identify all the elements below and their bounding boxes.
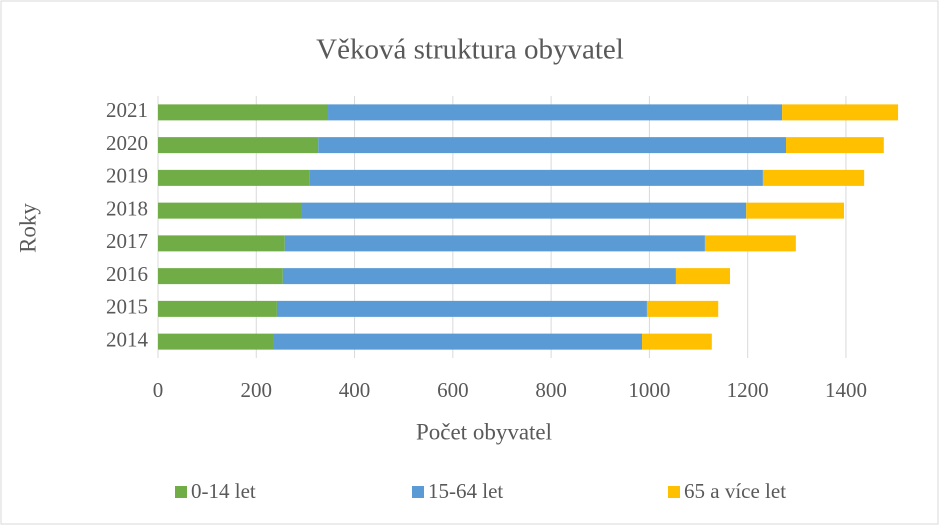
y-tick-label: 2018 xyxy=(106,196,148,220)
x-tick-label: 1200 xyxy=(727,378,769,402)
x-tick-label: 1000 xyxy=(628,378,670,402)
bar-segment xyxy=(646,300,719,317)
x-tick-label: 800 xyxy=(535,378,567,402)
bar-segment xyxy=(318,137,787,154)
x-tick-label: 0 xyxy=(153,378,164,402)
bar-segment xyxy=(158,137,319,154)
bar-segment xyxy=(276,300,647,317)
bar-segment xyxy=(158,300,277,317)
y-tick-label: 2021 xyxy=(106,98,148,122)
bar-segment xyxy=(273,333,643,350)
bar-segment xyxy=(782,104,899,121)
legend-swatch xyxy=(668,486,680,498)
bar-segment xyxy=(158,104,329,121)
y-tick-label: 2019 xyxy=(106,164,148,188)
legend-swatch xyxy=(175,486,187,498)
bar-segment xyxy=(704,235,796,252)
bar-segment xyxy=(309,169,763,186)
x-tick-label: 400 xyxy=(339,378,371,402)
bar-segment xyxy=(786,137,884,154)
legend-label: 15-64 let xyxy=(428,479,503,503)
bar-segment xyxy=(746,202,844,219)
y-tick-label: 2015 xyxy=(106,295,148,319)
bar-segment xyxy=(328,104,783,121)
y-tick-label: 2014 xyxy=(106,327,149,351)
y-axis-title: Roky xyxy=(15,203,40,253)
x-tick-label: 200 xyxy=(241,378,273,402)
x-tick-label: 600 xyxy=(437,378,469,402)
bar-segment xyxy=(762,169,865,186)
bar-segment xyxy=(282,268,676,285)
bar-segment xyxy=(158,235,285,252)
x-tick-label: 1400 xyxy=(825,378,867,402)
chart-title: Věková struktura obyvatel xyxy=(316,34,624,66)
legend-swatch xyxy=(412,486,424,498)
bar-segment xyxy=(158,202,302,219)
legend-label: 0-14 let xyxy=(191,479,256,503)
x-axis-title: Počet obyvatel xyxy=(416,419,552,444)
legend-label: 65 a více let xyxy=(684,479,786,503)
bar-segment xyxy=(642,333,712,350)
bar-segment xyxy=(158,169,310,186)
bar-segment xyxy=(284,235,705,252)
bar-segment xyxy=(158,268,283,285)
y-tick-label: 2020 xyxy=(106,131,148,155)
y-tick-label: 2016 xyxy=(106,262,148,286)
bar-segment xyxy=(158,333,274,350)
bar-segment xyxy=(301,202,747,219)
y-tick-label: 2017 xyxy=(106,229,148,253)
bar-segment xyxy=(675,268,730,285)
